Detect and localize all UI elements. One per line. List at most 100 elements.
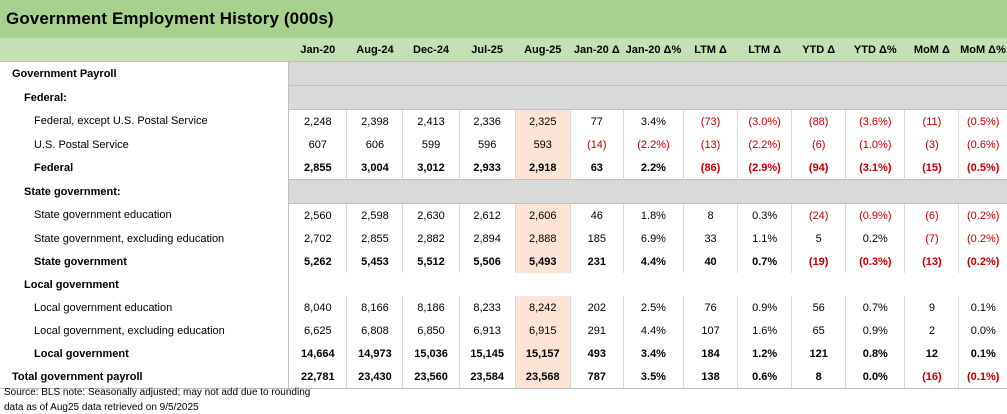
value-cell: 138: [683, 365, 738, 389]
value-cell: 46: [569, 203, 624, 227]
value-cell: 14,664: [288, 342, 347, 365]
value-cell: 3.4%: [622, 342, 684, 365]
value-cell: 5,262: [288, 250, 347, 273]
value-cell: 596: [458, 133, 516, 156]
value-cell: (73): [683, 109, 738, 133]
column-header: Dec-24: [402, 38, 460, 62]
employment-table: Jan-20 Aug-24 Dec-24 Jul-25 Aug-25 Jan-20 Δ Ja…: [0, 38, 1007, 389]
value-cell: 33: [683, 227, 738, 250]
value-cell: 2,560: [288, 203, 347, 227]
value-cell: 0.3%: [737, 203, 792, 227]
value-cell: 15,145: [458, 342, 516, 365]
value-cell: (3): [904, 133, 959, 156]
value-cell: 2.2%: [622, 156, 684, 180]
value-cell: 2.5%: [622, 296, 684, 319]
value-cell: 291: [569, 319, 624, 342]
value-cell: (0.2%): [958, 203, 1007, 227]
value-cell: 15,157: [514, 342, 571, 365]
value-cell: 787: [569, 365, 624, 389]
header-row: Jan-20 Aug-24 Dec-24 Jul-25 Aug-25 Jan-20 Δ Ja…: [0, 38, 1007, 62]
value-cell: 493: [569, 342, 624, 365]
value-cell: (13): [683, 133, 738, 156]
value-cell: (0.2%): [958, 227, 1007, 250]
value-cell: 0.1%: [958, 296, 1007, 319]
value-cell: (0.3%): [845, 250, 905, 273]
value-cell: 3.5%: [622, 365, 684, 389]
value-cell: 4.4%: [622, 319, 684, 342]
value-cell: 4.4%: [622, 250, 684, 273]
value-cell: 2,413: [402, 109, 460, 133]
table-row: Federal, except U.S. Postal Service 2,248…: [0, 109, 1007, 133]
value-cell: 6.9%: [622, 227, 684, 250]
value-cell: (6): [904, 203, 959, 227]
section-row: Government Payroll: [0, 61, 1007, 86]
value-cell: 3,012: [402, 156, 460, 180]
value-cell: 1.6%: [737, 319, 792, 342]
page-title: Government Employment History (000s): [6, 9, 334, 28]
column-header: Jan-20 Δ: [570, 38, 624, 62]
value-cell: 2,855: [288, 156, 347, 180]
value-cell: 77: [569, 109, 624, 133]
value-cell: 5,512: [402, 250, 460, 273]
column-header: LTM Δ: [683, 38, 738, 62]
subsection-label: Federal:: [24, 91, 67, 104]
row-label: State government: [34, 255, 127, 268]
value-cell: 1.2%: [737, 342, 792, 365]
value-cell: 2,630: [402, 203, 460, 227]
value-cell: 231: [569, 250, 624, 273]
value-cell: (15): [904, 156, 959, 180]
row-label: Local government education: [34, 301, 173, 314]
table-row: U.S. Postal Service 607 606 599 596 593 (14) (2…: [0, 133, 1007, 156]
value-cell: (94): [791, 156, 846, 180]
row-label: Local government, excluding education: [34, 324, 225, 337]
value-cell: 14,973: [346, 342, 403, 365]
value-cell: (0.1%): [958, 365, 1007, 389]
value-cell: 2,918: [514, 156, 571, 180]
subsection-row: State government:: [0, 179, 1007, 204]
value-cell: (16): [904, 365, 959, 389]
grey-band: [288, 85, 1007, 110]
value-cell: 0.7%: [845, 296, 905, 319]
value-cell: (0.9%): [845, 203, 905, 227]
value-cell: 2,336: [458, 109, 516, 133]
grey-band: [288, 273, 1007, 296]
column-header: MoM Δ%: [958, 38, 1007, 62]
row-label: Local government: [34, 347, 129, 360]
value-cell: 23,560: [402, 365, 460, 389]
value-cell: 40: [683, 250, 738, 273]
value-cell: 5,493: [514, 250, 571, 273]
table-row: Local government education 8,040 8,166 8,18…: [0, 296, 1007, 319]
column-header: YTD Δ%: [845, 38, 905, 62]
footer-data-date: data as of Aug25 data retrieved on 9/5/2…: [4, 402, 199, 413]
value-cell: (3.1%): [845, 156, 905, 180]
value-cell: 2,882: [402, 227, 460, 250]
value-cell: 65: [791, 319, 846, 342]
value-cell: (1.0%): [845, 133, 905, 156]
table-row: State government education 2,560 2,598 2,63…: [0, 203, 1007, 227]
column-header: Jan-20: [288, 38, 347, 62]
value-cell: (0.6%): [958, 133, 1007, 156]
value-cell: (6): [791, 133, 846, 156]
value-cell: 23,568: [514, 365, 571, 389]
total-row: Total government payroll 22,781 23,430 23,5…: [0, 365, 1007, 389]
value-cell: 8,040: [288, 296, 347, 319]
total-row: Local government 14,664 14,973 15,036 15,145…: [0, 342, 1007, 365]
value-cell: 184: [683, 342, 738, 365]
value-cell: (19): [791, 250, 846, 273]
value-cell: 0.7%: [737, 250, 792, 273]
value-cell: 0.0%: [845, 365, 905, 389]
value-cell: 0.2%: [845, 227, 905, 250]
row-label: Federal: [34, 161, 74, 174]
value-cell: (86): [683, 156, 738, 180]
value-cell: (13): [904, 250, 959, 273]
value-cell: 0.9%: [737, 296, 792, 319]
value-cell: 5: [791, 227, 846, 250]
value-cell: (2.9%): [737, 156, 792, 180]
value-cell: 2,894: [458, 227, 516, 250]
value-cell: 0.8%: [845, 342, 905, 365]
value-cell: 2,325: [514, 109, 571, 133]
value-cell: 23,584: [458, 365, 516, 389]
value-cell: 5,506: [458, 250, 516, 273]
subsection-row: Federal:: [0, 85, 1007, 110]
value-cell: 2,398: [346, 109, 403, 133]
